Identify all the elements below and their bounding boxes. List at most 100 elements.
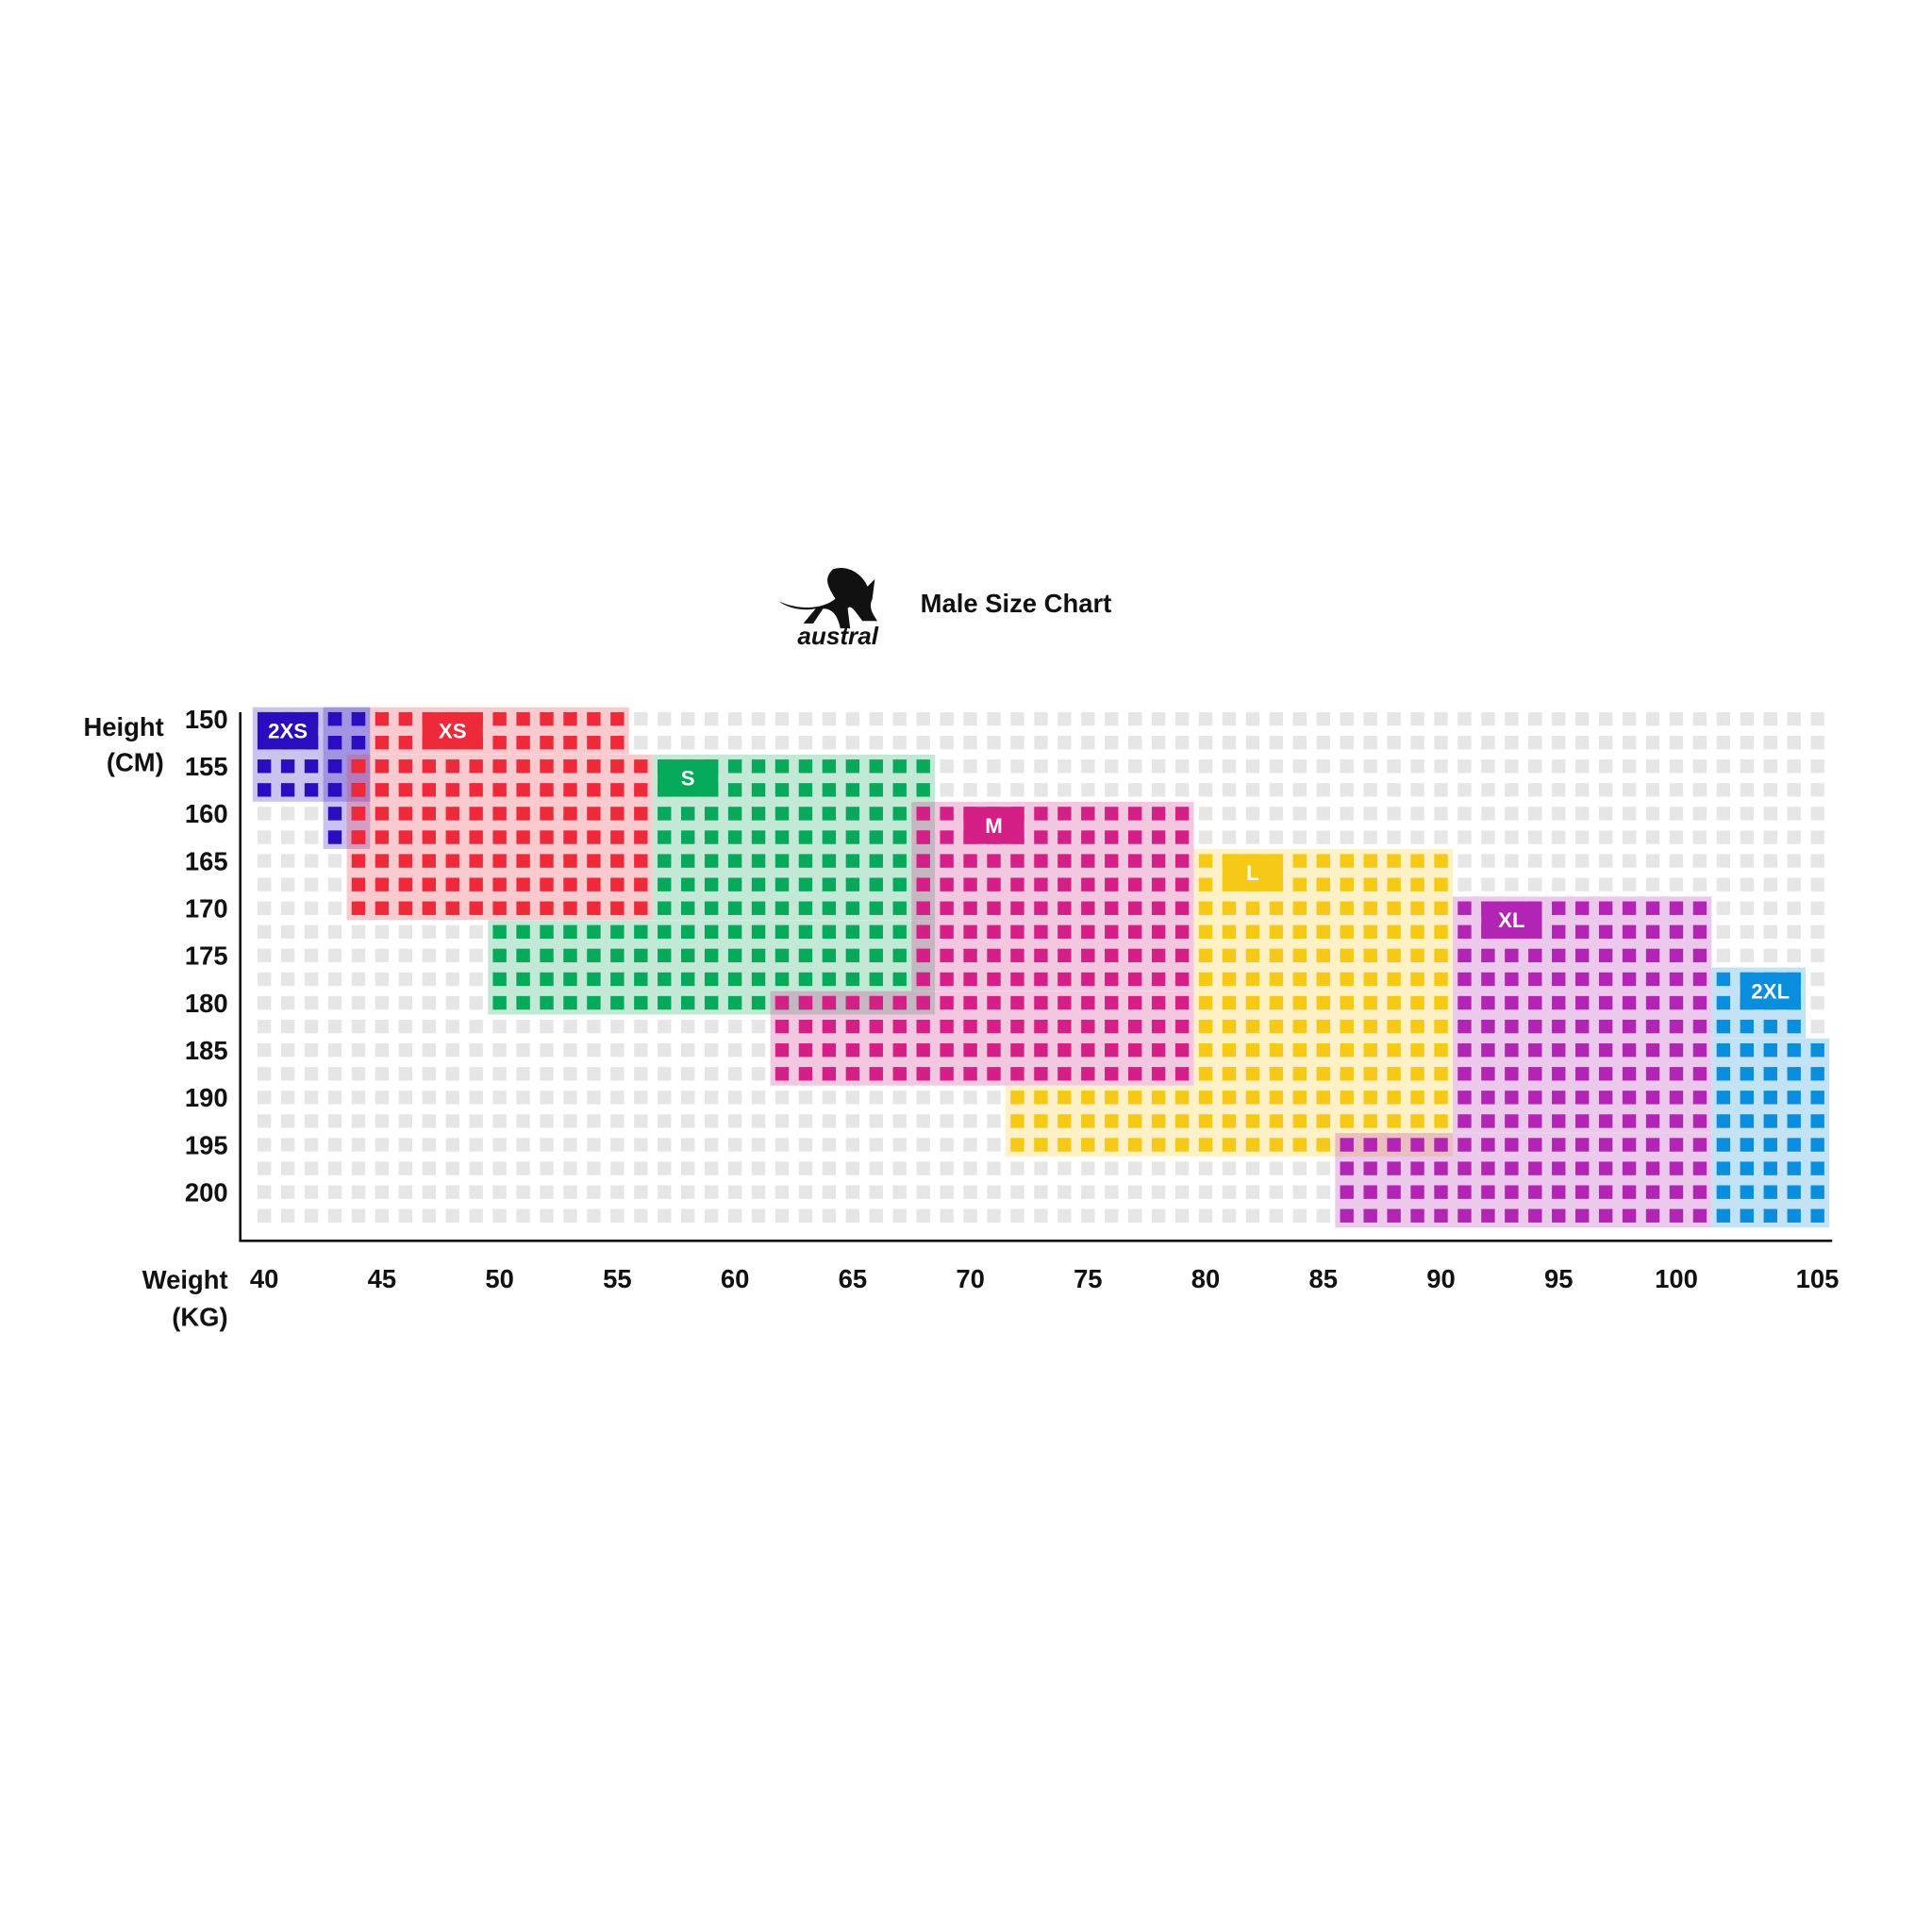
- empty-cell: [280, 1138, 295, 1152]
- y-tick-label: 195: [185, 1130, 228, 1159]
- empty-cell: [751, 736, 766, 750]
- size-cell: [1810, 1067, 1824, 1081]
- size-cell: [469, 759, 483, 774]
- size-cell: [1151, 995, 1166, 1010]
- size-cell: [1363, 1185, 1377, 1199]
- size-cell: [1387, 972, 1401, 987]
- size-cell: [1505, 1114, 1519, 1128]
- size-cell: [1410, 948, 1424, 963]
- size-cell: [1692, 995, 1707, 1010]
- size-cell: [1174, 807, 1190, 821]
- empty-cell: [704, 1043, 719, 1058]
- size-cell: [563, 807, 577, 821]
- size-cell: [681, 807, 695, 821]
- size-cell: [1669, 948, 1684, 963]
- size-cell: [798, 807, 813, 821]
- empty-cell: [1174, 1161, 1190, 1175]
- size-cell: [1316, 1091, 1330, 1105]
- empty-cell: [1198, 807, 1213, 821]
- size-cell: [798, 924, 813, 940]
- empty-cell: [1410, 711, 1424, 726]
- empty-cell: [1740, 854, 1755, 868]
- empty-cell: [1081, 1208, 1095, 1223]
- size-cell: [1316, 972, 1330, 987]
- empty-cell: [1010, 1208, 1024, 1223]
- size-cell: [774, 901, 790, 915]
- empty-cell: [1387, 759, 1401, 774]
- size-cell: [1622, 1185, 1637, 1199]
- y-tick-label: 200: [185, 1177, 228, 1207]
- empty-cell: [1528, 736, 1542, 750]
- size-cell: [1575, 1138, 1590, 1152]
- empty-cell: [1810, 972, 1824, 987]
- empty-cell: [940, 1114, 954, 1128]
- empty-cell: [1269, 807, 1284, 821]
- empty-cell: [516, 1043, 530, 1058]
- size-cell: [916, 830, 930, 844]
- size-cell: [634, 830, 648, 844]
- size-cell: [1387, 1114, 1401, 1128]
- size-cell: [492, 736, 507, 750]
- empty-cell: [1222, 736, 1237, 750]
- size-cell: [469, 854, 483, 868]
- empty-cell: [280, 1208, 295, 1223]
- empty-cell: [774, 711, 790, 726]
- empty-cell: [798, 1208, 813, 1223]
- empty-cell: [492, 1138, 507, 1152]
- size-cell: [1598, 924, 1613, 940]
- size-cell: [1575, 1019, 1590, 1034]
- empty-cell: [610, 1138, 625, 1152]
- empty-cell: [845, 1185, 860, 1199]
- size-cell: [1174, 1091, 1190, 1105]
- size-cell: [822, 807, 837, 821]
- empty-cell: [658, 1161, 672, 1175]
- size-cell: [1198, 972, 1213, 987]
- size-cell: [398, 854, 413, 868]
- size-cell: [280, 759, 295, 774]
- size-cell: [280, 783, 295, 797]
- size-cell: [704, 995, 719, 1010]
- size-cell: [1269, 901, 1284, 915]
- empty-cell: [1622, 783, 1637, 797]
- size-cell: [540, 948, 554, 963]
- empty-cell: [422, 924, 436, 940]
- size-cell: [798, 830, 813, 844]
- size-cell: [940, 948, 954, 963]
- empty-cell: [681, 1114, 695, 1128]
- size-cell: [1457, 948, 1472, 963]
- size-cell: [1669, 1114, 1684, 1128]
- empty-cell: [1151, 736, 1166, 750]
- size-cell: [492, 901, 507, 915]
- size-cell: [1198, 1138, 1213, 1152]
- empty-cell: [587, 1019, 601, 1034]
- size-cell: [1622, 1019, 1637, 1034]
- empty-cell: [398, 995, 413, 1010]
- size-cell: [351, 830, 366, 844]
- empty-cell: [1058, 783, 1072, 797]
- empty-cell: [1645, 783, 1660, 797]
- size-cell: [987, 924, 1001, 940]
- size-region-xs: XS: [346, 707, 653, 921]
- size-cell: [563, 830, 577, 844]
- size-cell: [822, 972, 837, 987]
- empty-cell: [280, 1185, 295, 1199]
- size-cell: [822, 783, 837, 797]
- size-label-box: [257, 711, 319, 750]
- empty-cell: [704, 1019, 719, 1034]
- size-cell: [1787, 1161, 1801, 1175]
- size-cell: [1410, 924, 1424, 940]
- size-cell: [1292, 877, 1307, 891]
- size-cell: [869, 783, 883, 797]
- empty-cell: [1810, 995, 1824, 1010]
- empty-cell: [304, 1019, 319, 1034]
- size-cell: [587, 711, 601, 726]
- empty-cell: [1457, 736, 1472, 750]
- size-cell: [1363, 1043, 1377, 1058]
- empty-cell: [1787, 783, 1801, 797]
- empty-cell: [1763, 877, 1777, 891]
- size-cell: [963, 995, 977, 1010]
- size-cell: [516, 901, 530, 915]
- size-cell: [1363, 995, 1377, 1010]
- size-cell: [610, 759, 625, 774]
- empty-cell: [1505, 783, 1519, 797]
